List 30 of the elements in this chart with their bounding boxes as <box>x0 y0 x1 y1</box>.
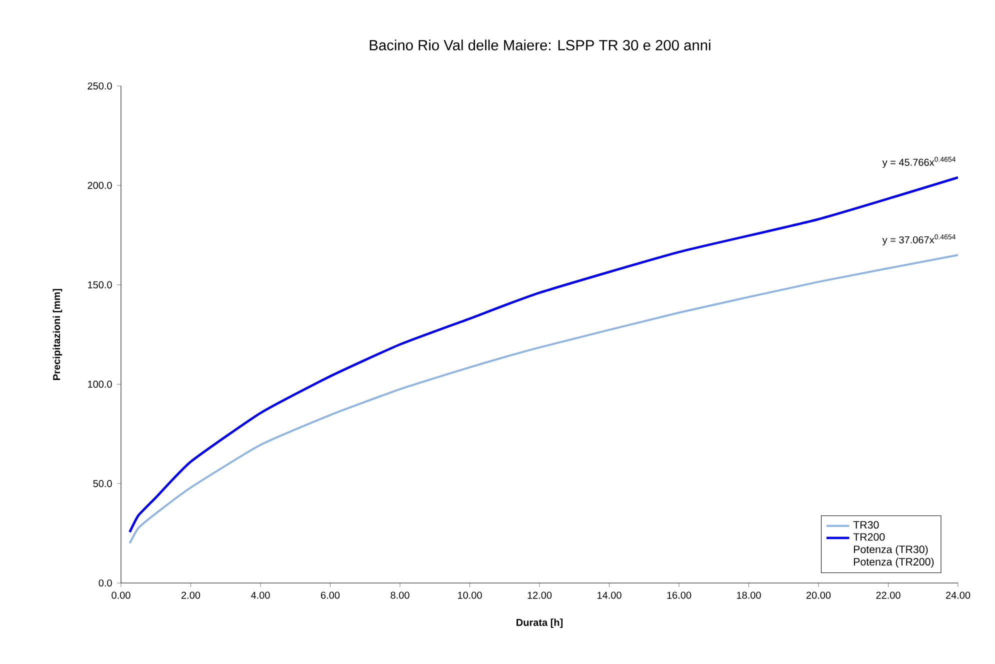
y-tick-label: 200.0 <box>88 182 112 189</box>
y-tick-label: 150.0 <box>88 281 112 288</box>
annotation: Potenza (TR30) <box>854 545 928 556</box>
y-axis-title: Precipitazioni [mm] <box>52 288 62 380</box>
x-tick-label: 4.00 <box>251 592 270 599</box>
x-tick-label: 10.00 <box>458 592 482 599</box>
x-tick-label: 14.00 <box>598 592 622 599</box>
annotation: Potenza (TR200) <box>854 558 934 568</box>
line-series <box>128 176 958 534</box>
y-tick-label: 250.0 <box>88 82 112 90</box>
x-tick-label: 0.00 <box>112 592 130 599</box>
x-tick-label: 12.00 <box>528 592 552 599</box>
x-tick-label: 6.00 <box>321 592 340 599</box>
chart-title: Bacino Rio Val delle Maiere: LSPP TR 30 e 200 anni <box>370 40 710 50</box>
x-tick-label: 16.00 <box>667 592 692 599</box>
x-axis-title: Durata [h] <box>516 618 563 628</box>
annotation: y = 45.766x$^{0.4654}$ <box>882 156 956 168</box>
y-tick-label: 0.0 <box>98 579 112 587</box>
line-series <box>128 254 958 544</box>
legend-label: TR30 <box>853 521 879 529</box>
x-tick-label: 24.00 <box>946 592 970 599</box>
x-tick-label: 2.00 <box>182 592 200 599</box>
y-tick-label: 50.0 <box>93 480 112 488</box>
y-tick-label: 100.0 <box>88 380 112 388</box>
x-tick-label: 8.00 <box>390 592 410 599</box>
x-tick-label: 20.00 <box>806 592 831 599</box>
annotation: y = 37.067x$^{0.4654}$ <box>882 234 956 246</box>
x-tick-label: 18.00 <box>737 592 761 599</box>
x-tick-label: 22.00 <box>876 592 900 599</box>
legend-label: TR200 <box>853 533 885 541</box>
